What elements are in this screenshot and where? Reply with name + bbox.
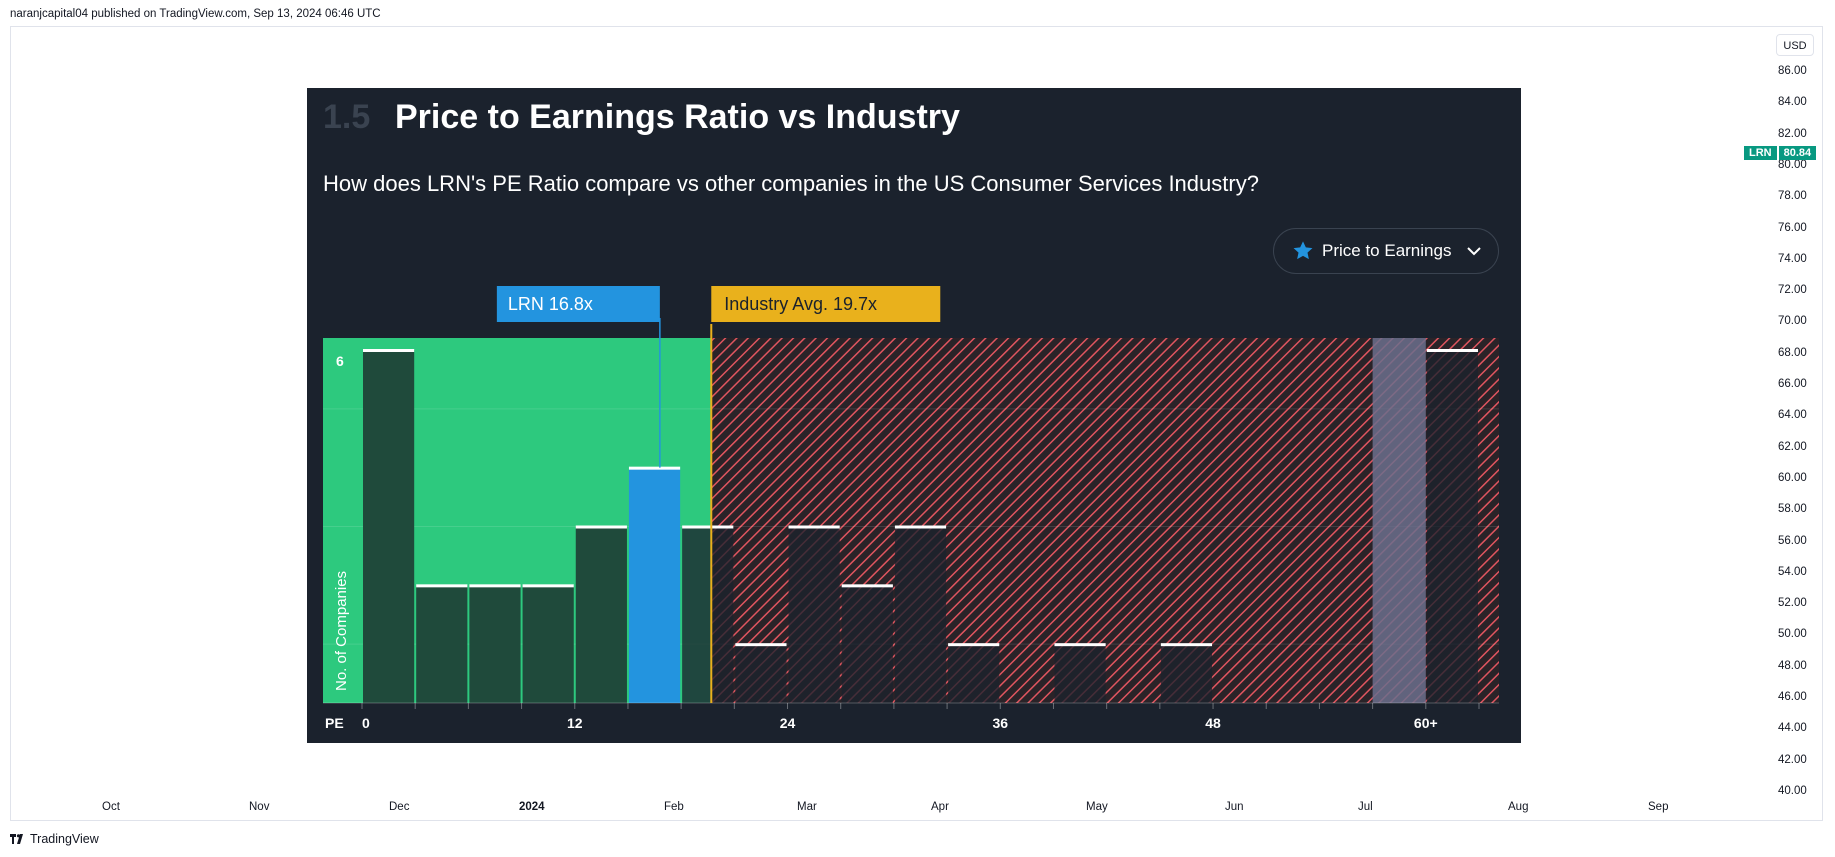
histogram-bar [948, 644, 1000, 703]
pe-histogram: PE 0 12 24 36 48 60+ No. of Companies 6 Industry … [323, 286, 1499, 731]
x-tick-label: 48 [1205, 715, 1221, 731]
x-tick-label: 24 [780, 715, 796, 731]
price-tick: 50.00 [1778, 628, 1807, 641]
x-tick-label: 36 [992, 715, 1008, 731]
price-tick: 64.00 [1778, 409, 1807, 422]
bar-top-marker [1054, 643, 1106, 647]
bar-top-marker [948, 643, 1000, 647]
axis-break-column [1372, 338, 1426, 703]
price-tick: 68.00 [1778, 346, 1807, 359]
publisher-header: naranjcapital04 published on TradingView… [10, 8, 381, 20]
x-tick-label: 0 [362, 715, 370, 731]
industry-average-label: Industry Avg. 19.7x [724, 294, 877, 314]
price-tick: 84.00 [1778, 96, 1807, 109]
bar-top-marker [894, 525, 947, 529]
price-tick: 42.00 [1778, 753, 1807, 766]
company-label-box [496, 286, 660, 322]
last-price-value: 80.84 [1778, 146, 1817, 160]
x-axis-label: PE [325, 715, 344, 731]
bar-top-marker [788, 525, 840, 529]
price-tick: 80.00 [1778, 158, 1807, 171]
time-tick: Jul [1358, 801, 1373, 813]
y-max-label: 6 [336, 353, 344, 369]
price-tick: 52.00 [1778, 597, 1807, 610]
bar-top-marker [469, 584, 521, 588]
bar-top-marker [575, 525, 627, 529]
time-tick: Feb [664, 801, 684, 813]
time-tick: Jun [1225, 801, 1244, 813]
histogram-bar [788, 526, 840, 703]
price-tick: 72.00 [1778, 284, 1807, 297]
bar-top-marker [1160, 643, 1213, 647]
price-tick: 82.00 [1778, 127, 1807, 140]
card-subtitle: How does LRN's PE Ratio compare vs other… [323, 171, 1259, 196]
histogram-bar [894, 526, 947, 703]
metric-dropdown[interactable]: Price to Earnings [1273, 228, 1499, 274]
star-icon [1293, 241, 1313, 260]
histogram-bar [1054, 644, 1106, 703]
bar-top-marker [682, 525, 734, 529]
price-tick: 62.00 [1778, 440, 1807, 453]
chevron-down-icon [1467, 247, 1481, 256]
price-tick: 40.00 [1778, 784, 1807, 797]
price-tick: 46.00 [1778, 691, 1807, 703]
time-tick: 2024 [519, 801, 545, 813]
histogram-bar [522, 585, 574, 703]
price-tick: 60.00 [1778, 471, 1807, 484]
metric-dropdown-label: Price to Earnings [1322, 241, 1452, 260]
histogram-bar [1426, 350, 1478, 703]
price-tick: 86.00 [1778, 65, 1807, 77]
time-tick: Nov [249, 801, 270, 813]
industry-average-label-box [711, 286, 941, 322]
x-tick-label: 12 [567, 715, 583, 731]
bar-top-marker [416, 584, 468, 588]
company-pe-label: LRN 16.8x [508, 294, 593, 314]
price-tick: 78.00 [1778, 190, 1807, 203]
histogram-bar [416, 585, 468, 703]
time-tick: Oct [102, 801, 120, 813]
time-tick: Mar [797, 801, 817, 813]
price-tick: 44.00 [1778, 722, 1807, 735]
bar-top-marker [522, 584, 574, 588]
pe-vs-industry-card: 1.5 Price to Earnings Ratio vs Industry … [307, 88, 1521, 743]
section-number: 1.5 [323, 98, 371, 136]
chart-frame [10, 26, 1823, 821]
price-tick: 58.00 [1778, 503, 1807, 516]
price-tick: 54.00 [1778, 565, 1807, 578]
bar-top-marker [363, 349, 415, 352]
bar-top-marker [841, 584, 893, 588]
x-tick-label: 60+ [1414, 715, 1438, 731]
time-tick: Dec [389, 801, 410, 813]
card-title: Price to Earnings Ratio vs Industry [395, 98, 960, 136]
price-tick: 70.00 [1778, 315, 1807, 328]
time-tick: Aug [1508, 801, 1529, 813]
tradingview-logo[interactable]: TradingView [10, 832, 99, 846]
price-tick: 56.00 [1778, 534, 1807, 547]
tradingview-icon [10, 834, 23, 844]
time-tick: Sep [1648, 801, 1669, 813]
last-price-symbol: LRN [1744, 146, 1777, 160]
histogram-bar [682, 526, 734, 703]
bar-top-marker [735, 643, 787, 647]
last-price-separator [1776, 146, 1779, 160]
histogram-bar [469, 585, 521, 703]
tradingview-brand: TradingView [30, 832, 99, 846]
price-tick: 74.00 [1778, 252, 1807, 265]
last-price-label: LRN 80.84 [1744, 146, 1817, 160]
price-tick: 76.00 [1778, 221, 1807, 234]
bar-top-marker [628, 466, 681, 470]
histogram-bar [1160, 644, 1213, 703]
bar-top-marker [1426, 349, 1478, 352]
price-tick: 66.00 [1778, 378, 1807, 390]
company-bar [628, 467, 681, 703]
histogram-bar [841, 585, 893, 703]
histogram-bar [363, 350, 415, 703]
histogram-bar [735, 644, 787, 703]
time-tick: Apr [931, 801, 949, 813]
y-axis-label: No. of Companies [333, 571, 350, 691]
price-tick: 48.00 [1778, 659, 1807, 672]
time-tick: May [1086, 801, 1108, 813]
currency-selector[interactable]: USD [1776, 34, 1814, 56]
histogram-bar [575, 526, 627, 703]
